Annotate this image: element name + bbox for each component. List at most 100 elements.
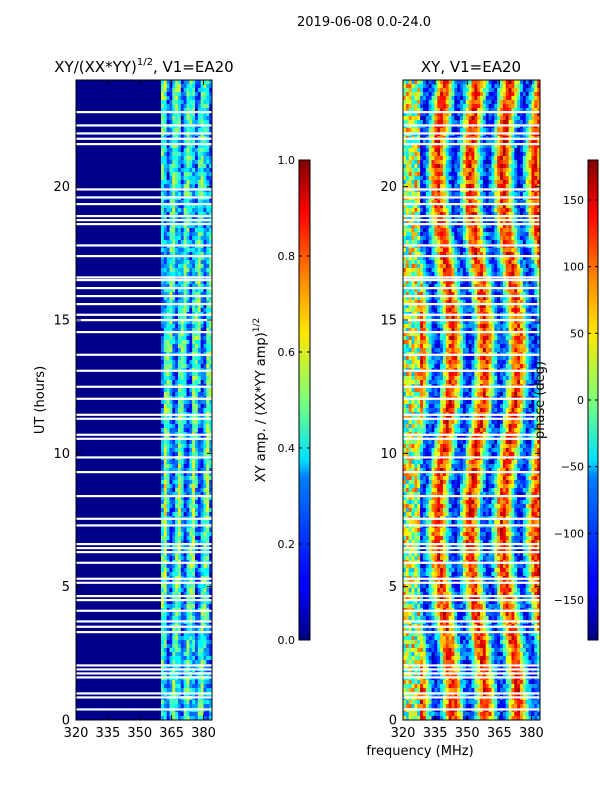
amplitude-heatmap-cell xyxy=(169,88,173,93)
flagged-gap xyxy=(76,524,212,527)
phase-heatmap-cell xyxy=(434,528,438,533)
amplitude-heatmap-cell xyxy=(189,256,193,261)
amplitude-heatmap-cell xyxy=(197,564,202,569)
amplitude-heatmap-cell xyxy=(206,588,210,593)
phase-heatmap-cell xyxy=(411,600,416,605)
amplitude-heatmap-cell xyxy=(163,640,168,645)
phase-heatmap-cell xyxy=(437,200,441,205)
amplitude-heatmap-cell xyxy=(161,176,165,181)
phase-heatmap-cell xyxy=(403,600,407,605)
amplitude-heatmap-cell xyxy=(195,340,199,345)
amplitude-heatmap-cell xyxy=(178,460,182,465)
amplitude-heatmap-cell xyxy=(178,544,182,549)
amplitude-y-tick-label: 0 xyxy=(62,714,70,729)
phase-heatmap-cell xyxy=(414,704,418,709)
amplitude-heatmap-cell xyxy=(166,700,171,705)
phase-heatmap-cell xyxy=(422,152,427,157)
phase-heatmap-cell xyxy=(417,700,421,705)
phase-heatmap-cell xyxy=(422,204,427,209)
amplitude-heatmap-cell xyxy=(166,400,171,405)
amplitude-heatmap-cell xyxy=(209,128,212,133)
amplitude-heatmap-cell xyxy=(206,424,210,429)
amplitude-heatmap-cell xyxy=(163,700,168,705)
amplitude-heatmap-cell xyxy=(180,556,185,561)
amplitude-heatmap-cell xyxy=(178,448,182,453)
phase-heatmap-cell xyxy=(403,204,407,209)
amplitude-heatmap-cell xyxy=(197,128,202,133)
amplitude-heatmap-cell xyxy=(189,304,193,309)
amplitude-heatmap-cell xyxy=(172,156,176,161)
amplitude-heatmap-cell xyxy=(163,164,168,169)
amplitude-heatmap-cell xyxy=(166,140,171,145)
phase-heatmap-cell xyxy=(437,372,441,377)
amplitude-heatmap-cell xyxy=(200,300,205,305)
amplitude-heatmap-cell xyxy=(178,328,182,333)
phase-heatmap-cell xyxy=(403,228,407,233)
flagged-gap xyxy=(76,313,212,316)
phase-heatmap-cell xyxy=(428,344,433,349)
amplitude-heatmap-cell xyxy=(203,344,207,349)
amplitude-heatmap-cell xyxy=(183,500,188,505)
phase-heatmap-cell xyxy=(420,488,424,493)
amplitude-heatmap-cell xyxy=(200,116,205,121)
amplitude-heatmap-cell xyxy=(209,568,212,573)
phase-heatmap-cell xyxy=(422,628,427,633)
phase-heatmap-cell xyxy=(403,464,407,469)
phase-heatmap-cell xyxy=(403,336,407,341)
amplitude-heatmap-cell xyxy=(178,148,182,153)
phase-heatmap-cell xyxy=(428,520,433,525)
amplitude-heatmap-cell xyxy=(166,712,171,717)
amplitude-heatmap-cell xyxy=(166,364,171,369)
phase-heatmap-cell xyxy=(422,648,427,653)
amplitude-heatmap-cell xyxy=(183,216,188,221)
phase-heatmap-cell xyxy=(417,660,421,665)
amplitude-heatmap-cell xyxy=(209,492,212,497)
amplitude-heatmap-cell xyxy=(172,704,176,709)
phase-heatmap-cell xyxy=(431,140,435,145)
amplitude-heatmap-cell xyxy=(189,348,193,353)
amplitude-heatmap-cell xyxy=(178,420,182,425)
amplitude-heatmap-cell xyxy=(169,328,173,333)
phase-heatmap-cell xyxy=(408,648,413,653)
amplitude-heatmap-cell xyxy=(172,712,176,717)
amplitude-heatmap-cell xyxy=(183,160,188,165)
amplitude-heatmap-cell xyxy=(192,460,196,465)
amplitude-heatmap-cell xyxy=(163,420,168,425)
phase-heatmap-cell xyxy=(414,460,418,465)
phase-heatmap-cell xyxy=(405,452,410,457)
amplitude-heatmap-cell xyxy=(195,648,199,653)
phase-heatmap-cell xyxy=(431,248,435,253)
phase-heatmap-cell xyxy=(434,220,438,225)
phase-heatmap-cell xyxy=(417,176,421,181)
phase-heatmap-cell xyxy=(431,688,435,693)
amplitude-heatmap-cell xyxy=(175,172,179,177)
amplitude-heatmap-cell xyxy=(203,424,207,429)
amplitude-heatmap-cell xyxy=(163,448,168,453)
phase-heatmap-cell xyxy=(431,152,435,157)
amplitude-heatmap-cell xyxy=(206,216,210,221)
amplitude-heatmap-cell xyxy=(189,400,193,405)
phase-heatmap-cell xyxy=(414,688,418,693)
phase-heatmap-cell xyxy=(420,156,424,161)
amplitude-heatmap-cell xyxy=(161,644,165,649)
phase-heatmap-cell xyxy=(414,108,418,113)
amplitude-heatmap-cell xyxy=(178,100,182,105)
amplitude-heatmap-cell xyxy=(161,444,165,449)
phase-heatmap-cell xyxy=(414,468,418,473)
amplitude-heatmap-cell xyxy=(206,460,210,465)
amplitude-heatmap-cell xyxy=(189,152,193,157)
amplitude-heatmap-cell xyxy=(197,424,202,429)
phase-heatmap-cell xyxy=(408,424,413,429)
amplitude-heatmap-cell xyxy=(195,660,199,665)
phase-heatmap-cell xyxy=(408,380,413,385)
phase-heatmap-cell xyxy=(434,496,438,501)
amplitude-heatmap-cell xyxy=(186,636,190,641)
amplitude-heatmap-cell xyxy=(172,280,176,285)
amplitude-heatmap-cell xyxy=(206,512,210,517)
amplitude-heatmap-cell xyxy=(166,440,171,445)
phase-heatmap-cell xyxy=(408,236,413,241)
phase-heatmap-cell xyxy=(417,248,421,253)
phase-heatmap-cell xyxy=(414,636,418,641)
amplitude-heatmap-cell xyxy=(197,628,202,633)
amplitude-heatmap-cell xyxy=(183,284,188,289)
